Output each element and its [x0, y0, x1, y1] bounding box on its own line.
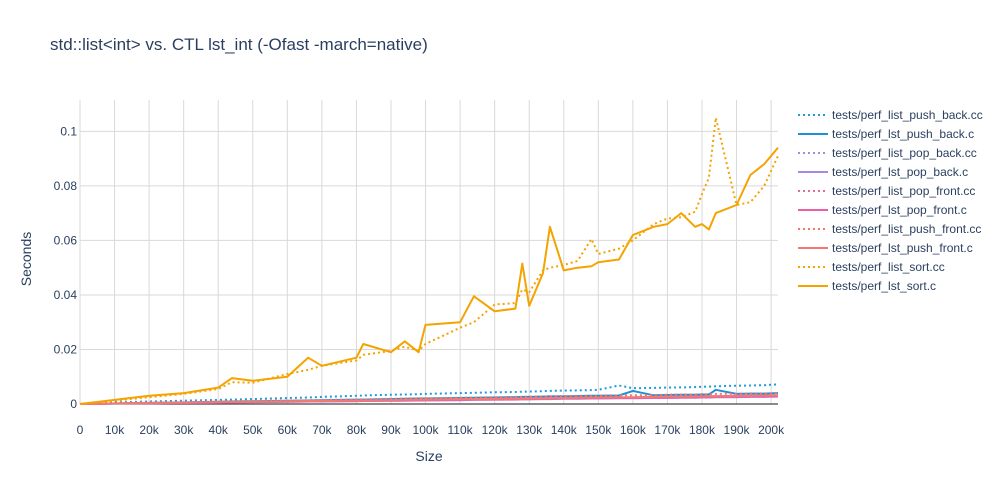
legend-label: tests/perf_list_pop_front.cc	[832, 184, 975, 198]
x-tick-label: 120k	[482, 423, 509, 437]
grid-lines	[79, 100, 778, 405]
series-lines	[79, 116, 779, 405]
x-tick-label: 0	[77, 423, 84, 437]
legend-label: tests/perf_lst_sort.c	[832, 279, 936, 293]
x-tick-label: 40k	[209, 423, 229, 437]
x-tick-label: 100k	[413, 423, 440, 437]
legend-label: tests/perf_list_sort.cc	[832, 260, 945, 274]
series-line-10	[79, 147, 779, 405]
legend-item[interactable]: tests/perf_lst_pop_back.c	[798, 165, 968, 179]
x-tick-label: 150k	[585, 423, 612, 437]
x-tick-label: 170k	[654, 423, 681, 437]
legend-label: tests/perf_lst_pop_front.c	[832, 203, 967, 217]
x-tick-label: 60k	[278, 423, 298, 437]
y-tick-label: 0.06	[54, 233, 78, 247]
legend-label: tests/perf_list_push_front.cc	[832, 222, 981, 236]
y-axis-label: Seconds	[18, 232, 34, 286]
x-tick-label: 70k	[312, 423, 332, 437]
x-tick-label: 140k	[551, 423, 578, 437]
x-tick-label: 50k	[243, 423, 263, 437]
x-tick-label: 190k	[724, 423, 751, 437]
chart-title: std::list<int> vs. CTL lst_int (-Ofast -…	[50, 35, 428, 54]
legend[interactable]: tests/perf_list_push_back.cc tests/perf_l…	[798, 108, 983, 293]
x-tick-label: 200k	[758, 423, 785, 437]
legend-item[interactable]: tests/perf_list_pop_back.cc	[798, 146, 977, 160]
x-tick-label: 180k	[689, 423, 716, 437]
x-tick-label: 10k	[105, 423, 125, 437]
y-tick-label: 0.02	[54, 342, 78, 356]
x-axis-ticks: 0 10k 20k 30k 40k 50k 60k 70k 80k 90k 100k 110k 120k…	[77, 423, 785, 437]
legend-label: tests/perf_lst_pop_back.c	[832, 165, 968, 179]
x-tick-label: 30k	[174, 423, 194, 437]
y-tick-label: 0.1	[60, 124, 77, 138]
x-tick-label: 90k	[381, 423, 401, 437]
legend-item[interactable]: tests/perf_lst_sort.c	[798, 279, 936, 293]
legend-label: tests/perf_list_pop_back.cc	[832, 146, 977, 160]
legend-item[interactable]: tests/perf_list_push_front.cc	[798, 222, 981, 236]
legend-item[interactable]: tests/perf_lst_push_front.c	[798, 241, 973, 255]
series-line-8	[79, 394, 779, 405]
x-tick-label: 160k	[620, 423, 647, 437]
legend-item[interactable]: tests/perf_list_push_back.cc	[798, 108, 983, 122]
x-tick-label: 80k	[347, 423, 367, 437]
legend-item[interactable]: tests/perf_lst_push_back.c	[798, 127, 974, 141]
y-tick-label: 0.08	[54, 179, 78, 193]
legend-label: tests/perf_list_push_back.cc	[832, 108, 983, 122]
x-axis-label: Size	[415, 448, 442, 464]
x-tick-label: 20k	[139, 423, 159, 437]
y-axis-ticks: 0 0.02 0.04 0.06 0.08 0.1	[54, 124, 78, 411]
legend-item[interactable]: tests/perf_lst_pop_front.c	[798, 203, 967, 217]
x-tick-label: 110k	[448, 423, 474, 437]
x-tick-label: 130k	[516, 423, 543, 437]
series-line-1	[79, 383, 779, 405]
y-tick-label: 0.04	[54, 288, 78, 302]
legend-label: tests/perf_lst_push_front.c	[832, 241, 973, 255]
y-tick-label: 0	[70, 397, 77, 411]
legend-item[interactable]: tests/perf_list_pop_front.cc	[798, 184, 975, 198]
legend-item[interactable]: tests/perf_list_sort.cc	[798, 260, 945, 274]
plot-area	[80, 100, 778, 404]
legend-label: tests/perf_lst_push_back.c	[832, 127, 974, 141]
